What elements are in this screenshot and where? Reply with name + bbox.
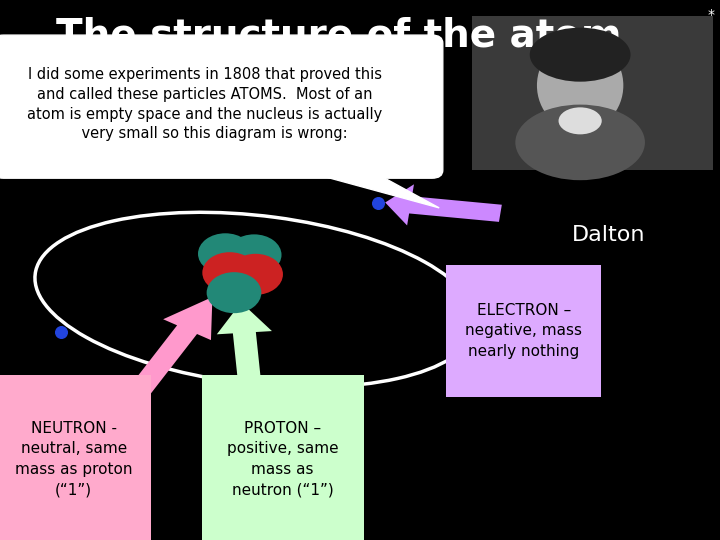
Polygon shape	[281, 165, 439, 208]
FancyBboxPatch shape	[0, 35, 443, 178]
FancyArrow shape	[217, 302, 272, 441]
Text: *: *	[708, 8, 715, 22]
Text: Dalton: Dalton	[572, 225, 645, 245]
Ellipse shape	[516, 105, 645, 180]
Text: PROTON –
positive, same
mass as
neutron (“1”): PROTON – positive, same mass as neutron …	[227, 421, 338, 497]
Ellipse shape	[530, 28, 631, 82]
FancyArrow shape	[87, 297, 212, 450]
Text: I did some experiments in 1808 that proved this
and called these particles ATOMS: I did some experiments in 1808 that prov…	[27, 67, 382, 141]
Circle shape	[228, 254, 283, 295]
Ellipse shape	[537, 39, 624, 131]
Point	[372, 198, 384, 207]
FancyBboxPatch shape	[472, 16, 713, 170]
FancyBboxPatch shape	[446, 265, 601, 397]
Circle shape	[227, 234, 282, 275]
Circle shape	[202, 252, 257, 293]
FancyBboxPatch shape	[472, 16, 713, 170]
FancyArrow shape	[385, 184, 502, 226]
FancyBboxPatch shape	[0, 375, 151, 540]
Text: NEUTRON -
neutral, same
mass as proton
(“1”): NEUTRON - neutral, same mass as proton (…	[15, 421, 132, 497]
Ellipse shape	[559, 107, 602, 134]
Circle shape	[207, 272, 261, 313]
FancyBboxPatch shape	[202, 375, 364, 540]
Text: The structure of the atom: The structure of the atom	[55, 16, 621, 54]
Text: ELECTRON –
negative, mass
nearly nothing: ELECTRON – negative, mass nearly nothing	[465, 303, 582, 359]
Point	[55, 328, 67, 336]
Circle shape	[198, 233, 253, 274]
